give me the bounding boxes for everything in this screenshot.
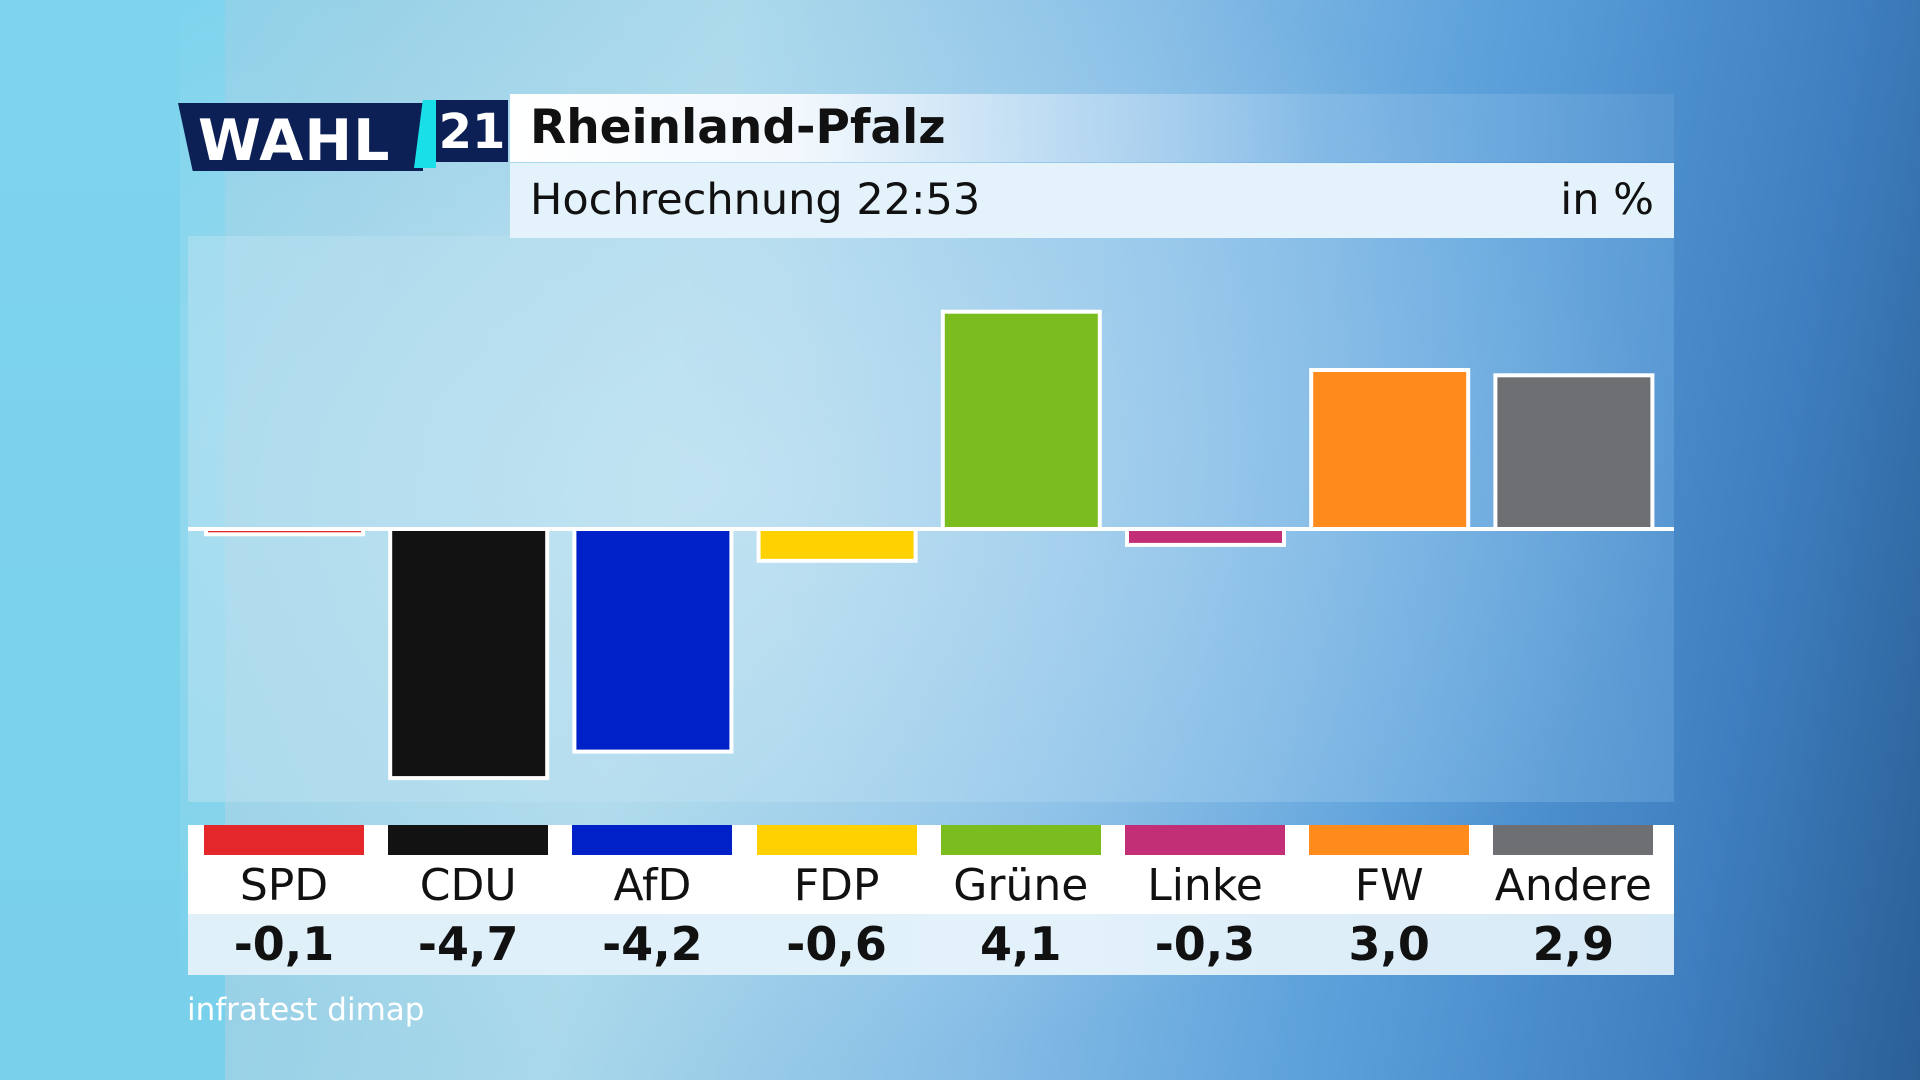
- bar-fw: [1309, 368, 1471, 531]
- legend-swatch: [388, 825, 549, 855]
- legend-party-label: Grüne: [953, 860, 1089, 911]
- bar-afd: [572, 527, 734, 754]
- legend-party-label: CDU: [419, 860, 517, 911]
- bar-fdp: [756, 527, 918, 563]
- legend-swatch: [940, 825, 1101, 855]
- bar-andere: [1493, 373, 1655, 531]
- chart-title: Rheinland-Pfalz: [530, 100, 946, 155]
- legend-value-label: -0,1: [233, 917, 335, 971]
- legend-value-label: 3,0: [1348, 917, 1430, 971]
- bar-linke: [1125, 527, 1286, 547]
- legend-swatch: [1125, 825, 1285, 855]
- bar-spd: [204, 527, 365, 537]
- legend-party-label: Linke: [1147, 860, 1263, 911]
- logo-wahl-box: WAHL: [178, 103, 423, 171]
- chart-subtitle: Hochrechnung 22:53: [530, 175, 981, 225]
- legend-item-andere: Andere 2,9: [1475, 825, 1659, 975]
- legend-party-label: FW: [1354, 860, 1424, 911]
- bar-grüne: [940, 309, 1102, 532]
- legend-swatch: [572, 825, 733, 855]
- legend-value-label: 4,1: [980, 917, 1062, 971]
- source-label: infratest dimap: [187, 992, 425, 1028]
- legend-item-linke: Linke -0,3: [1107, 825, 1291, 975]
- title-bar: Rheinland-Pfalz: [510, 94, 1674, 162]
- legend-value-label: -4,2: [602, 917, 703, 971]
- legend-item-grüne: Grüne 4,1: [923, 825, 1107, 975]
- unit-label: in %: [1560, 175, 1654, 225]
- legend-party-label: FDP: [793, 860, 880, 911]
- legend-item-fw: FW 3,0: [1291, 825, 1475, 975]
- legend-swatch: [756, 825, 917, 855]
- legend-party-label: AfD: [613, 860, 692, 911]
- legend-value-label: -4,7: [417, 917, 519, 971]
- legend-party-label: SPD: [239, 860, 329, 911]
- legend-swatch: [1309, 825, 1470, 855]
- legend-item-spd: SPD -0,1: [186, 825, 370, 975]
- legend-swatch: [1493, 825, 1654, 855]
- logo-year: 21: [436, 100, 508, 162]
- logo-wahl-text: WAHL: [198, 108, 391, 174]
- legend-value-label: -0,6: [786, 917, 887, 971]
- legend-party-label: Andere: [1494, 860, 1652, 911]
- legend-item-afd: AfD -4,2: [554, 825, 738, 975]
- legend-table: SPD -0,1 CDU -4,7 AfD -4,2 FDP -0,6 Grüne 4,1 Link…: [188, 825, 1674, 975]
- legend-value-label: 2,9: [1532, 917, 1615, 971]
- legend-item-fdp: FDP -0,6: [739, 825, 923, 975]
- legend-swatch: [204, 825, 364, 855]
- legend-item-cdu: CDU -4,7: [370, 825, 554, 975]
- legend-value-label: -0,3: [1154, 917, 1256, 971]
- subtitle-bar: Hochrechnung 22:53 in %: [510, 163, 1674, 238]
- bar-cdu: [388, 527, 550, 781]
- wahl-logo: WAHL 21: [178, 100, 508, 172]
- legend-value-row: [188, 914, 1674, 975]
